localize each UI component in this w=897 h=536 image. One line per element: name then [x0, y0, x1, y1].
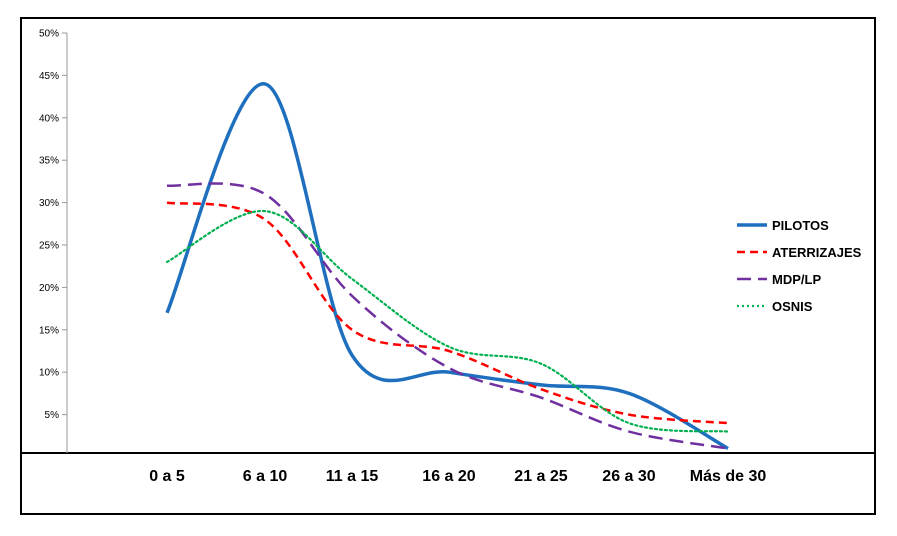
legend: PILOTOS ATERRIZAJES MDP/LP OSNIS — [737, 218, 862, 314]
x-tick-label: 11 a 15 — [326, 468, 379, 485]
legend-label: PILOTOS — [772, 218, 829, 233]
y-tick-label: 35% — [39, 156, 59, 167]
x-tick-label: 6 a 10 — [243, 468, 288, 485]
series-line-osnis — [165, 209, 730, 433]
x-tick-label: Más de 30 — [690, 468, 767, 485]
x-tick-label: 0 a 5 — [149, 468, 185, 485]
y-tick-label: 10% — [39, 368, 59, 379]
series-lines — [165, 82, 730, 451]
y-tick-label: 50% — [39, 29, 59, 40]
legend-label: MDP/LP — [772, 272, 821, 287]
series-line-mdp-lp — [166, 182, 729, 450]
series-line-pilotos — [165, 82, 729, 451]
x-axis-band — [20, 452, 876, 515]
y-tick-label: 15% — [39, 325, 59, 336]
x-tick-label: 26 a 30 — [602, 468, 655, 485]
legend-label: ATERRIZAJES — [772, 245, 862, 260]
legend-label: OSNIS — [772, 299, 813, 314]
y-tick-label: 20% — [39, 283, 59, 294]
chart-frame — [20, 17, 876, 515]
y-tick-label: 30% — [39, 198, 59, 209]
x-axis-ticks: 0 a 5 6 a 10 11 a 15 16 a 20 21 a 25 26 a 30 M… — [149, 468, 766, 485]
y-tick-label: 45% — [39, 71, 59, 82]
y-tick-label: 5% — [45, 410, 60, 421]
x-tick-label: 16 a 20 — [422, 468, 475, 485]
y-axis-ticks: 5% 10% 15% 20% 25% 30% 35% 40% 45% 50% — [39, 29, 67, 421]
y-tick-label: 40% — [39, 113, 59, 124]
series-line-aterrizajes — [166, 201, 729, 425]
x-tick-label: 21 a 25 — [514, 468, 567, 485]
y-tick-label: 25% — [39, 241, 59, 252]
